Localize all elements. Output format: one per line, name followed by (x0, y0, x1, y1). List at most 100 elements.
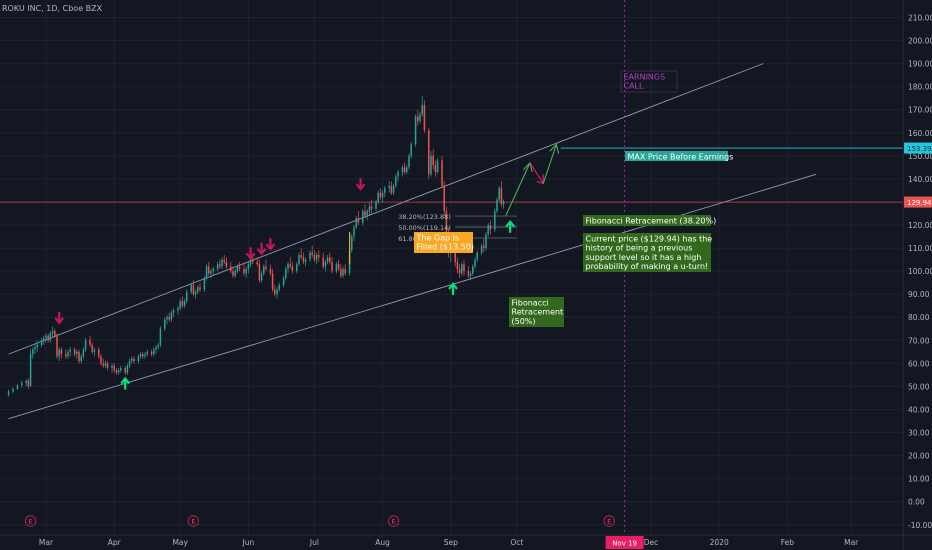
candle (225, 257, 228, 269)
candle (172, 308, 175, 318)
candle (269, 264, 272, 276)
candle (89, 335, 91, 348)
candle (34, 342, 36, 355)
target-price-tag: 153.39 (904, 142, 932, 154)
candle (395, 174, 397, 189)
candle (324, 259, 327, 272)
candle (139, 351, 142, 359)
candle (392, 183, 395, 196)
sell-arrow-icon (355, 178, 366, 191)
fib-level-label: 38.20%(123.88) (398, 213, 451, 221)
candle (236, 264, 239, 274)
gap-filled-label-text: Filled ($13.50) (417, 243, 474, 252)
candle (419, 112, 421, 124)
candle (300, 248, 302, 260)
candle (210, 268, 212, 279)
candle (364, 204, 366, 219)
earnings-marker-icon[interactable]: E (24, 515, 37, 527)
fib-50-label-text: (50%) (512, 317, 536, 326)
candle (93, 347, 96, 357)
candle (278, 282, 280, 292)
candle (408, 153, 410, 170)
candle (311, 245, 313, 258)
current-price-note-text: Current price ($129.94) has the (586, 235, 713, 244)
y-tick-label: 10.00 (908, 475, 930, 484)
candle (54, 328, 56, 338)
candle (456, 257, 459, 274)
max-price-label[interactable]: MAX Price Before Earnings (625, 151, 733, 162)
sell-arrow-icon (256, 242, 267, 256)
candle (467, 266, 470, 279)
y-tick-label: 20.00 (908, 452, 930, 461)
earnings-marker-icon[interactable]: E (603, 515, 615, 527)
candle (234, 268, 236, 279)
candle (417, 109, 419, 126)
candle (430, 151, 432, 177)
current-date-marker[interactable] (605, 536, 644, 549)
candle (441, 155, 443, 189)
candle (199, 282, 201, 292)
candle (285, 266, 287, 281)
candle (487, 222, 489, 237)
candle (342, 266, 344, 279)
candle (344, 264, 346, 276)
candle (274, 284, 276, 297)
candle (104, 361, 107, 368)
candle (144, 351, 146, 359)
price-axis[interactable]: -10.00 0.00 10.00 20.00 30.00 40.00 50.00 60.00… (902, 0, 932, 550)
candle (498, 185, 500, 202)
candle (177, 305, 179, 315)
y-tick-label: 30.00 (908, 429, 930, 438)
y-tick-label: 140.00 (908, 175, 932, 184)
candle (238, 261, 241, 272)
candle (443, 181, 445, 216)
candle (51, 326, 54, 338)
candle (179, 298, 181, 311)
candle (379, 188, 382, 200)
candle (256, 257, 258, 267)
candle (82, 347, 85, 359)
candle (166, 314, 168, 325)
fib-50-label-text: Retracement (512, 308, 564, 317)
candle (150, 349, 153, 357)
candle (403, 162, 406, 175)
y-tick-label: 190.00 (908, 60, 932, 69)
candle (219, 259, 221, 269)
candle (329, 252, 331, 265)
candle (287, 261, 289, 274)
candle (128, 358, 131, 368)
candle (153, 347, 155, 357)
candle (414, 114, 417, 147)
fib-382-label[interactable]: Fibonacci Retracement (38.20%) (583, 215, 716, 226)
time-axis[interactable]: Mar Apr May Jun Jul Aug Sep Oct Dec 2020 Feb Mar Nov… (0, 534, 932, 549)
candle (155, 344, 157, 355)
candle (406, 165, 408, 175)
y-tick-label: -10.00 (908, 521, 932, 530)
candle (21, 380, 23, 388)
y-tick-label: 170.00 (908, 106, 932, 115)
y-tick-label: 120.00 (908, 221, 932, 230)
candle (421, 95, 423, 117)
current-price-note-text: history of being a previous (586, 244, 693, 253)
earnings-marker-icon[interactable]: E (187, 515, 200, 527)
candle (472, 264, 474, 276)
x-tick-label: 2020 (710, 538, 729, 547)
candle (208, 261, 210, 276)
last-price-tag-text: 129.94 (907, 199, 932, 207)
candle (146, 349, 148, 357)
candle (291, 261, 294, 274)
candle (126, 363, 129, 375)
candle (197, 284, 199, 295)
x-tick-label: Dec (644, 538, 659, 547)
candle (91, 342, 93, 355)
fib-382-label-text: Fibonacci Retracement (38.20%) (586, 217, 717, 226)
earnings-marker-icon[interactable]: E (387, 515, 400, 527)
candle (12, 387, 14, 394)
candle (355, 215, 357, 230)
